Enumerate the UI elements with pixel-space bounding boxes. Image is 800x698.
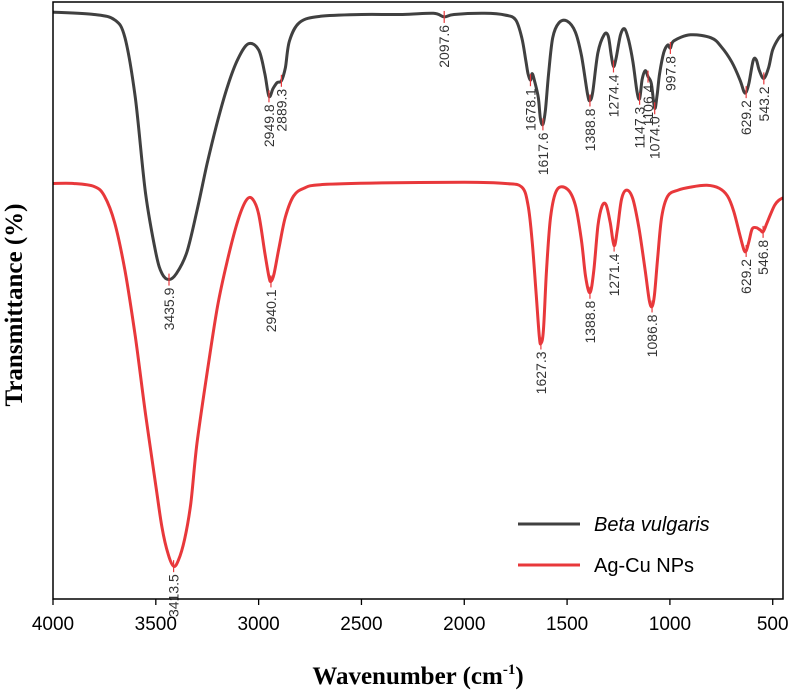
peak-label: 1074.0	[647, 116, 663, 159]
peak-label: 629.2	[738, 259, 754, 294]
series-layer	[52, 10, 784, 568]
peak-label: 1271.4	[606, 253, 622, 296]
peak-label: 2940.1	[263, 289, 279, 332]
peak-label: 1086.8	[644, 314, 660, 357]
legend: Beta vulgaris Ag-Cu NPs	[518, 514, 710, 577]
peak-label: 2889.3	[273, 89, 289, 132]
peak-label: 1147.3	[632, 106, 648, 148]
peak-label: 1106.4	[640, 84, 656, 126]
x-axis: 4000 3500 3000 2500 2000 1500 1000 500	[32, 599, 789, 635]
peak-label: 1388.8	[582, 108, 598, 151]
peak-label: 3413.5	[166, 574, 182, 617]
peak-label: 546.8	[755, 240, 771, 275]
x-axis-title-superscript: -1	[503, 662, 516, 678]
peak-label: 2097.6	[436, 25, 452, 68]
x-axis-title: Wavenumber (cm-1)	[312, 662, 523, 690]
x-axis-title-main: Wavenumber (cm	[312, 663, 503, 690]
plot-frame	[52, 1, 784, 600]
x-tick-label: 4000	[32, 614, 74, 635]
y-axis-title: Transmittance (%)	[1, 204, 28, 407]
peak-label: 543.2	[756, 86, 772, 121]
legend-label-beta-vulgaris: Beta vulgaris	[594, 514, 710, 536]
peak-label: 1617.6	[535, 132, 551, 175]
x-tick-label: 2500	[340, 614, 382, 635]
x-tick-label: 3500	[135, 614, 177, 635]
peak-label: 1274.4	[606, 74, 622, 117]
series-line-ag-cu-nps	[52, 180, 784, 568]
x-tick-label: 1500	[546, 614, 588, 635]
x-tick-label: 1000	[649, 614, 691, 635]
peak-label: 997.8	[662, 56, 678, 91]
x-tick-label: 2000	[443, 614, 485, 635]
x-tick-label: 500	[757, 614, 789, 635]
peak-label: 629.2	[738, 100, 754, 135]
x-tick-label: 3000	[237, 614, 279, 635]
x-axis-title-end: )	[515, 663, 523, 690]
peak-label: 3435.9	[161, 287, 177, 330]
series-line-beta-vulgaris	[52, 10, 784, 282]
peak-label: 1388.8	[582, 300, 598, 343]
peak-label: 1678.1	[523, 88, 539, 131]
peak-label: 1627.3	[533, 351, 549, 394]
peak-label: 2949.8	[261, 104, 277, 147]
legend-label-ag-cu-nps: Ag-Cu NPs	[594, 555, 694, 577]
